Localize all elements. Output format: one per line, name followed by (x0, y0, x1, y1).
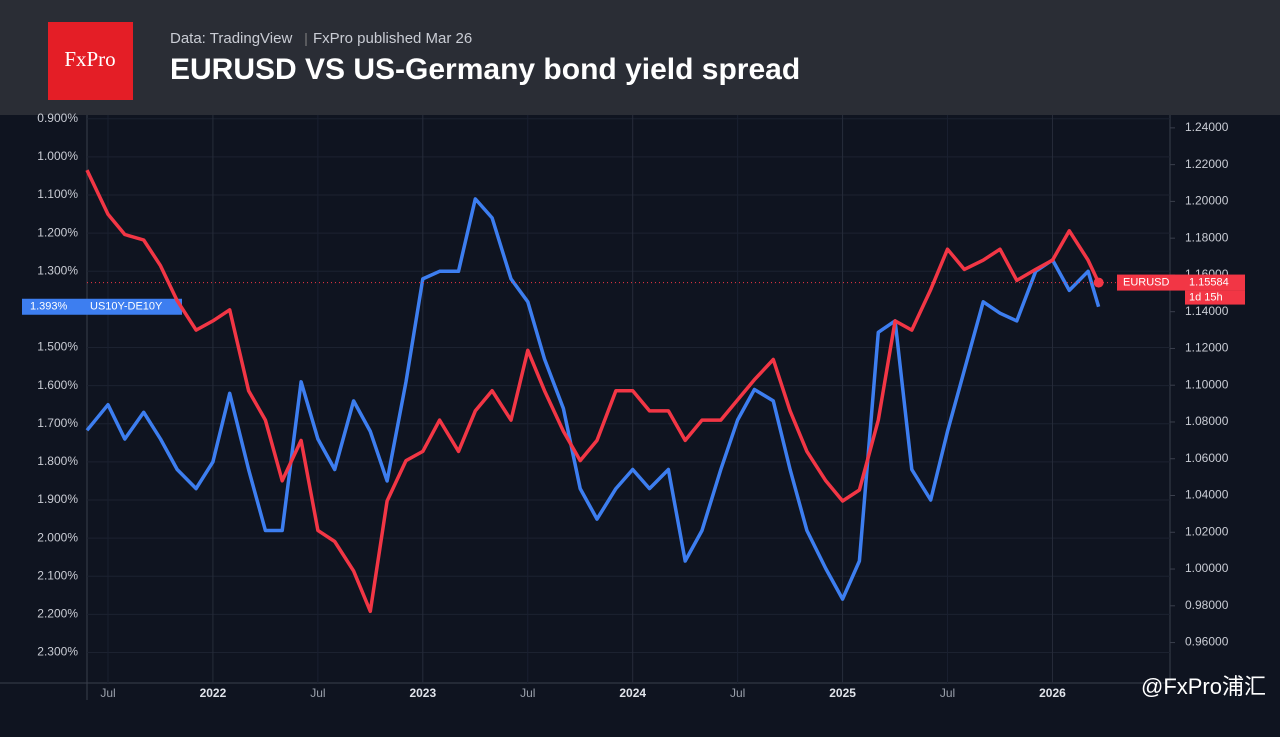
tag-value: 1.393% (30, 301, 68, 313)
y-tick-label: 1.800% (37, 454, 78, 468)
x-tick-label: 2022 (200, 686, 227, 700)
logo: FxPro (64, 47, 115, 71)
x-tick-label: 2023 (409, 686, 436, 700)
header-band (0, 0, 1280, 115)
value-tag (22, 298, 182, 315)
source: Data: TradingView (170, 30, 292, 47)
y-tick-label: 2.000% (37, 530, 78, 544)
series-line (85, 197, 1101, 601)
tag-countdown: 1d 15h (1189, 291, 1223, 303)
y2-tick-label: 1.22000 (1185, 157, 1229, 171)
y2-tick-label: 1.14000 (1185, 304, 1229, 318)
x-tick-label: 2024 (619, 686, 646, 700)
y2-tick-label: 1.10000 (1185, 377, 1229, 391)
published: FxPro published Mar 26 (313, 30, 472, 47)
tag-value: 1.15584 (1189, 276, 1229, 288)
logo-box (48, 22, 133, 100)
watermark: @FxPro浦汇 (1141, 674, 1266, 699)
y-tick-label: 2.300% (37, 645, 78, 659)
y2-tick-label: 1.12000 (1185, 341, 1229, 355)
y2-tick-label: 0.98000 (1185, 598, 1229, 612)
y-tick-label: 0.900% (37, 111, 78, 125)
countdown-tag (1185, 290, 1245, 305)
y2-tick-label: 1.24000 (1185, 120, 1229, 134)
x-tick-label: Jul (310, 686, 325, 700)
y-tick-label: 1.900% (37, 492, 78, 506)
x-tick-label: Jul (940, 686, 955, 700)
tag-name: EURUSD (1123, 276, 1170, 288)
y-tick-label: 1.100% (37, 187, 78, 201)
y2-tick-label: 1.00000 (1185, 561, 1229, 575)
y-tick-label: 2.100% (37, 568, 78, 582)
tag-name: US10Y-DE10Y (90, 301, 163, 313)
x-tick-label: Jul (100, 686, 115, 700)
y-tick-label: 1.000% (37, 149, 78, 163)
y2-tick-label: 1.02000 (1185, 524, 1229, 538)
x-tick-label: Jul (730, 686, 745, 700)
y2-tick-label: 1.20000 (1185, 194, 1229, 208)
y2-tick-label: 1.06000 (1185, 451, 1229, 465)
series-line (85, 169, 1101, 614)
y-tick-label: 1.300% (37, 263, 78, 277)
y-tick-label: 1.200% (37, 225, 78, 239)
y-tick-label: 1.700% (37, 416, 78, 430)
y-tick-label: 1.500% (37, 340, 78, 354)
y-tick-label: 2.200% (37, 607, 78, 621)
x-tick-label: 2025 (829, 686, 856, 700)
x-tick-label: Jul (520, 686, 535, 700)
last-point (1093, 277, 1104, 288)
y2-tick-label: 1.08000 (1185, 414, 1229, 428)
y2-tick-label: 1.04000 (1185, 488, 1229, 502)
price-tag (1117, 274, 1245, 291)
x-tick-label: 2026 (1039, 686, 1066, 700)
chart-title: EURUSD VS US-Germany bond yield spread (170, 53, 800, 86)
y2-tick-label: 1.18000 (1185, 230, 1229, 244)
y-tick-label: 1.600% (37, 378, 78, 392)
y2-tick-label: 0.96000 (1185, 635, 1229, 649)
